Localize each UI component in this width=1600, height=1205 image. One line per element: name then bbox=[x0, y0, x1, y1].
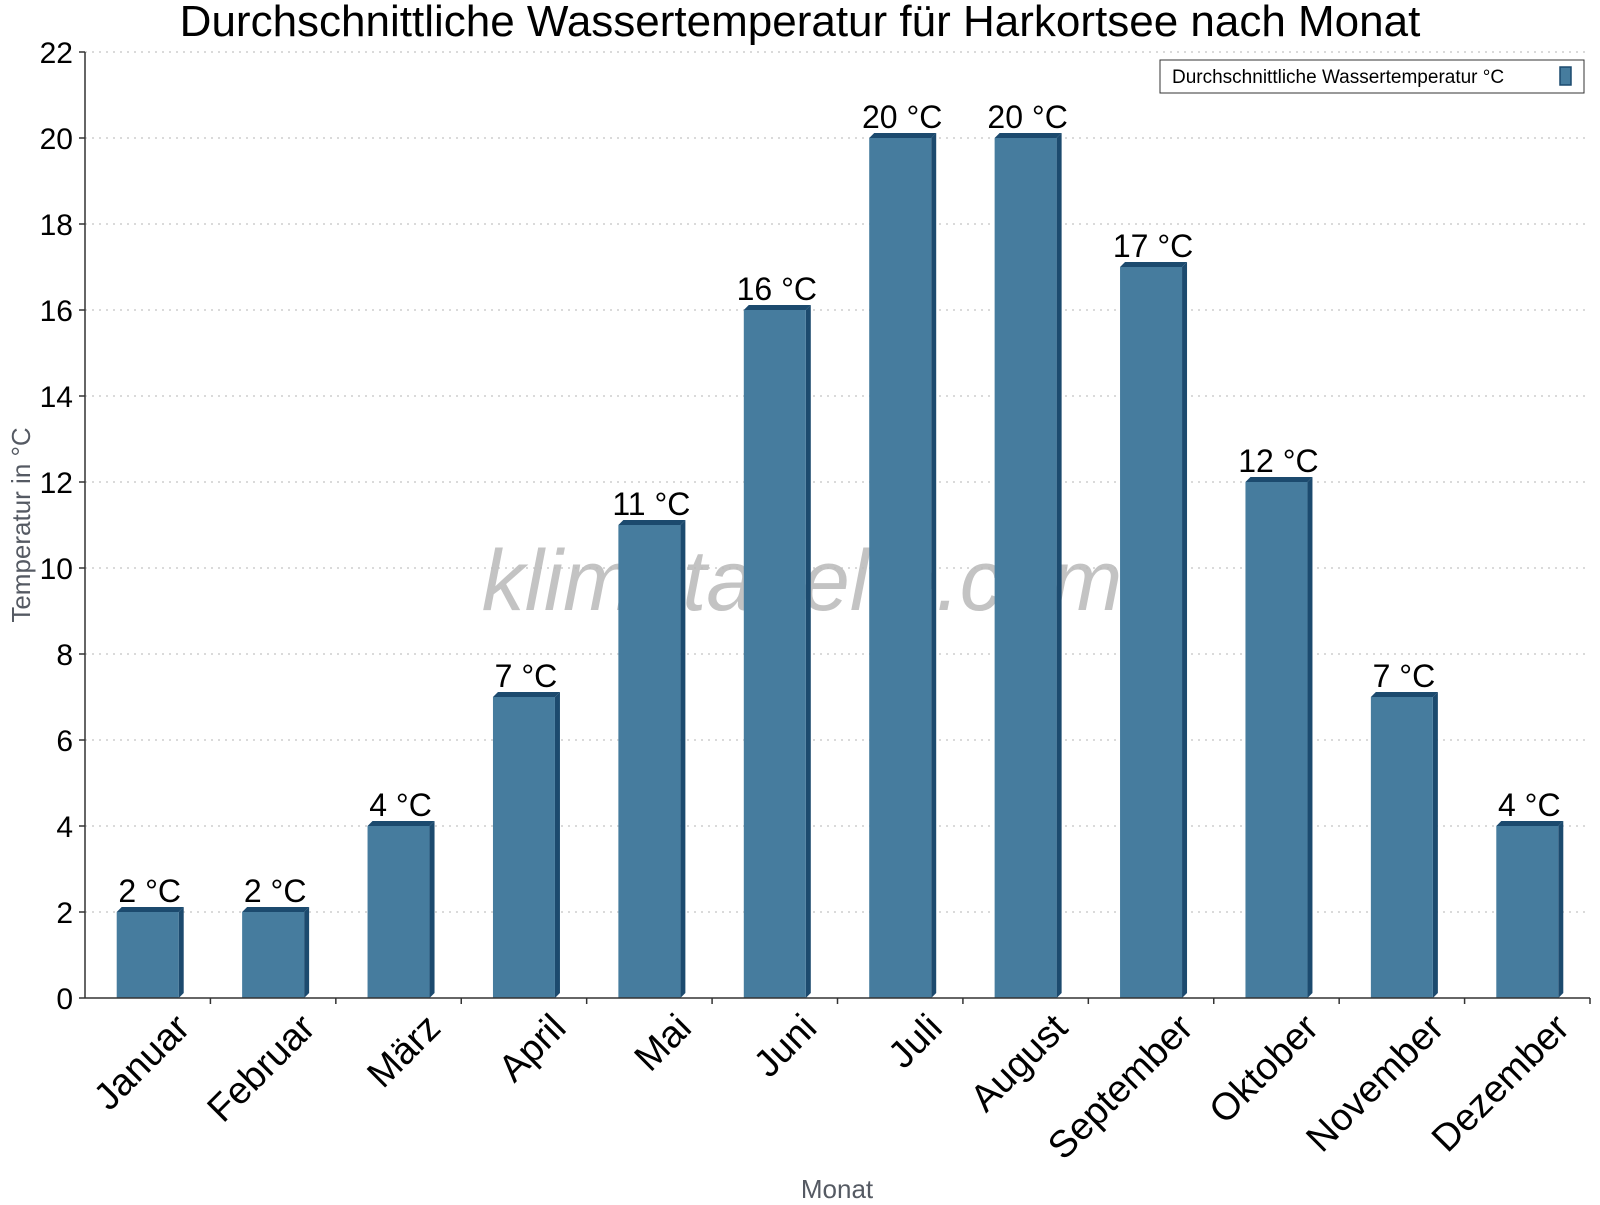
x-tick-label: März bbox=[359, 1007, 448, 1096]
x-tick-label: Juli bbox=[881, 1007, 951, 1077]
bar bbox=[242, 912, 305, 998]
bar-top bbox=[1245, 477, 1313, 482]
y-tick-label: 8 bbox=[56, 639, 73, 672]
y-tick-label: 16 bbox=[40, 295, 73, 328]
data-label: 16 °C bbox=[737, 271, 817, 307]
bar-top bbox=[367, 821, 435, 826]
data-label: 20 °C bbox=[862, 99, 942, 135]
bar bbox=[1120, 267, 1183, 998]
bars bbox=[116, 133, 1564, 998]
y-tick-label: 10 bbox=[40, 553, 73, 586]
bar-side bbox=[1182, 262, 1188, 998]
bar bbox=[618, 525, 681, 998]
bar bbox=[1245, 482, 1308, 998]
bar bbox=[367, 826, 430, 998]
bar-side bbox=[805, 305, 811, 998]
data-label: 11 °C bbox=[612, 486, 690, 522]
legend-box bbox=[1159, 59, 1585, 94]
bar-top bbox=[994, 133, 1062, 138]
bar-top bbox=[618, 520, 686, 525]
bar-side bbox=[1558, 821, 1564, 998]
bar bbox=[492, 697, 555, 998]
y-tick-labels: 0 2 4 6 8 10 12 14 16 18 20 22 bbox=[40, 37, 85, 1016]
bar-top bbox=[242, 907, 310, 912]
bar-top bbox=[116, 907, 184, 912]
legend: Durchschnittliche Wassertemperatur °C bbox=[1159, 59, 1585, 94]
x-tick-label: Mai bbox=[627, 1007, 700, 1080]
bar bbox=[869, 138, 932, 998]
bar bbox=[1370, 697, 1433, 998]
data-label: 17 °C bbox=[1113, 228, 1193, 264]
y-tick-label: 4 bbox=[56, 811, 73, 844]
x-tick-label: Januar bbox=[86, 1006, 198, 1118]
bar-top bbox=[1120, 262, 1188, 267]
bar-top bbox=[1496, 821, 1564, 826]
bar-side bbox=[1056, 133, 1062, 998]
y-tick-label: 2 bbox=[56, 897, 73, 930]
data-label: 7 °C bbox=[1373, 658, 1436, 694]
bar bbox=[994, 138, 1057, 998]
bar-side bbox=[1307, 477, 1313, 998]
legend-label: Durchschnittliche Wassertemperatur °C bbox=[1172, 67, 1504, 88]
y-tick-label: 6 bbox=[56, 725, 73, 758]
x-tick-label: Dezember bbox=[1424, 1006, 1578, 1160]
data-label: 2 °C bbox=[118, 873, 181, 909]
data-label: 7 °C bbox=[495, 658, 558, 694]
data-label: 20 °C bbox=[987, 99, 1067, 135]
chart-title: Durchschnittliche Wassertemperatur für H… bbox=[180, 0, 1421, 46]
bar bbox=[116, 912, 179, 998]
y-tick-label: 12 bbox=[40, 467, 73, 500]
y-tick-label: 22 bbox=[40, 37, 73, 70]
data-label: 4 °C bbox=[369, 787, 432, 823]
data-label: 4 °C bbox=[1498, 787, 1561, 823]
y-axis-title: Temperatur in °C bbox=[6, 427, 36, 622]
bar-top bbox=[869, 133, 937, 138]
y-tick-label: 0 bbox=[56, 983, 73, 1016]
bar-top bbox=[492, 692, 560, 697]
axes bbox=[84, 52, 1590, 999]
gridlines bbox=[85, 51, 1590, 913]
bar-side bbox=[178, 907, 184, 998]
bar-top bbox=[1370, 692, 1438, 697]
x-tick-label: Februar bbox=[200, 1006, 324, 1130]
bar-side bbox=[931, 133, 937, 998]
y-tick-label: 20 bbox=[40, 123, 73, 156]
x-tick-labels: Januar Februar März April Mai Juni Juli AugustS… bbox=[86, 998, 1591, 1168]
data-labels: 2 °C 2 °C 4 °C 7 °C 11 °C 16 °C 20 °C 20 °C 17 °… bbox=[118, 99, 1560, 909]
x-tick-label: Oktober bbox=[1202, 1006, 1328, 1132]
bar bbox=[743, 310, 806, 998]
x-tick-label: April bbox=[491, 1007, 574, 1090]
x-axis-title: Monat bbox=[801, 1174, 874, 1200]
bar-side bbox=[1432, 692, 1438, 998]
data-label: 12 °C bbox=[1238, 443, 1318, 479]
x-tick-label: Juni bbox=[746, 1007, 825, 1086]
bar-side bbox=[429, 821, 435, 998]
bar-side bbox=[304, 907, 310, 998]
y-tick-label: 14 bbox=[40, 381, 73, 414]
bar bbox=[1496, 826, 1559, 998]
bar-side bbox=[680, 520, 686, 998]
y-tick-label: 18 bbox=[40, 209, 73, 242]
bar-side bbox=[554, 692, 560, 998]
bar-top bbox=[743, 305, 811, 310]
legend-swatch bbox=[1559, 66, 1572, 86]
x-tick-label: August bbox=[963, 1006, 1077, 1120]
data-label: 2 °C bbox=[244, 873, 307, 909]
